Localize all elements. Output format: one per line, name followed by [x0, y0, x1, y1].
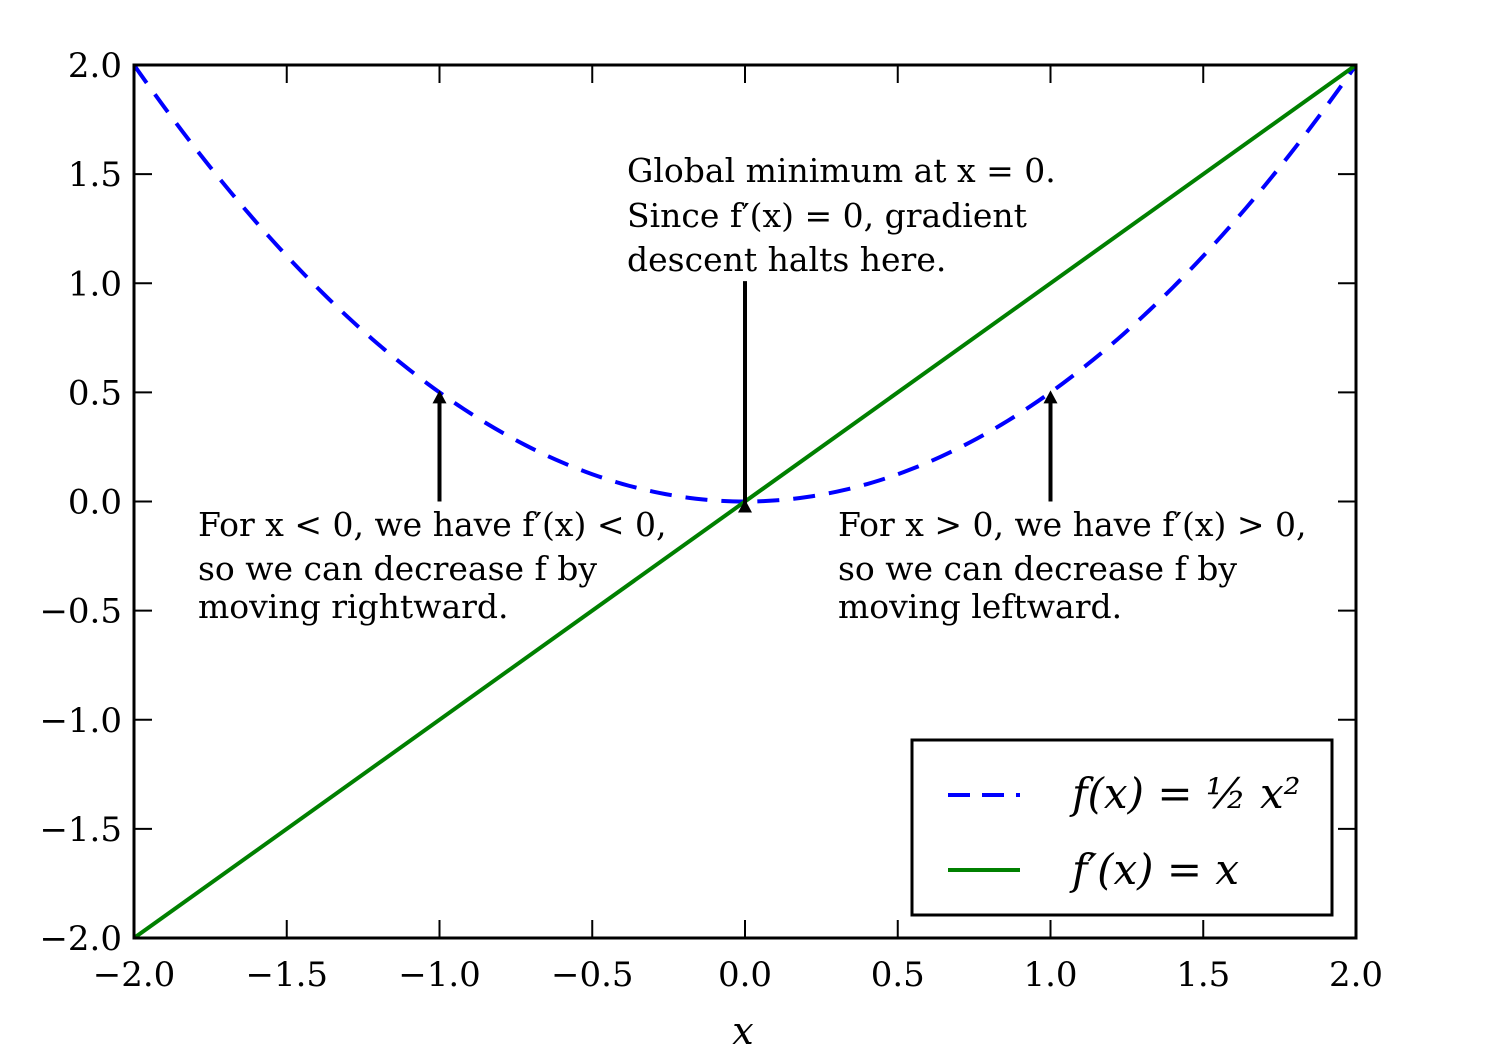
annotation-global-min: Global minimum at x = 0. Since f′(x) = 0…	[627, 151, 1066, 279]
annotation-right-line-2: so we can decrease f by	[838, 549, 1237, 588]
annotation-arrowhead-0	[738, 499, 752, 513]
annotation-global-min-line-1: Global minimum at x = 0.	[627, 151, 1056, 190]
annotation-left-line-2: so we can decrease f by	[198, 549, 597, 588]
y-tick-label: 2.0	[68, 46, 122, 86]
y-tick-label: −0.5	[39, 592, 122, 632]
x-tick-label: 1.5	[1176, 955, 1230, 995]
x-tick-label: −1.0	[398, 955, 481, 995]
annotation-layer: Global minimum at x = 0. Since f′(x) = 0…	[198, 151, 1317, 626]
legend-box	[910, 738, 1334, 917]
y-tick-label: −2.0	[39, 919, 122, 959]
y-tick-label: 0.0	[68, 483, 122, 523]
x-tick-label: 0.5	[871, 955, 925, 995]
legend: f(x) = ½ x² f′(x) = x	[910, 738, 1334, 917]
x-tick-label: 2.0	[1329, 955, 1383, 995]
annotation-global-min-line-2: Since f′(x) = 0, gradient	[627, 196, 1027, 235]
annotation-arrows	[432, 281, 1058, 513]
legend-label-f: f(x) = ½ x²	[1069, 769, 1300, 818]
annotation-global-min-line-3: descent halts here.	[627, 240, 946, 279]
series-line-0	[132, 63, 1358, 504]
y-tick-label: 1.0	[68, 264, 122, 304]
annotation-arrowhead-1	[432, 390, 447, 404]
annotation-left: For x < 0, we have f′(x) < 0, so we can …	[198, 505, 677, 626]
legend-label-fprime: f′(x) = x	[1069, 845, 1239, 894]
y-tick-label: 1.5	[68, 155, 122, 195]
plot-area: −2.0 −1.5 −1.0 −0.5 0.0 0.5 1.0 1.5 2.0 −2.0 −1.5 −…	[39, 46, 1383, 995]
y-tick-label: −1.0	[39, 701, 122, 741]
y-tick-label: −1.5	[39, 810, 122, 850]
y-tick-label: 0.5	[68, 373, 122, 413]
annotation-left-line-1: For x < 0, we have f′(x) < 0,	[198, 505, 666, 544]
x-tick-label: −2.0	[93, 955, 176, 995]
tick-layer: −2.0 −1.5 −1.0 −0.5 0.0 0.5 1.0 1.5 2.0 −2.0 −1.5 −…	[39, 46, 1383, 995]
x-tick-label: 0.0	[718, 955, 772, 995]
x-tick-label: −1.5	[245, 955, 328, 995]
annotation-left-line-3: moving rightward.	[198, 587, 509, 626]
annotation-right-line-3: moving leftward.	[838, 587, 1122, 626]
x-axis-label: x	[732, 1009, 753, 1053]
annotation-right: For x > 0, we have f′(x) > 0, so we can …	[838, 505, 1317, 626]
x-tick-label: −0.5	[551, 955, 634, 995]
annotation-right-line-1: For x > 0, we have f′(x) > 0,	[838, 505, 1306, 544]
annotation-arrowhead-2	[1043, 390, 1058, 404]
x-tick-label: 1.0	[1023, 955, 1077, 995]
